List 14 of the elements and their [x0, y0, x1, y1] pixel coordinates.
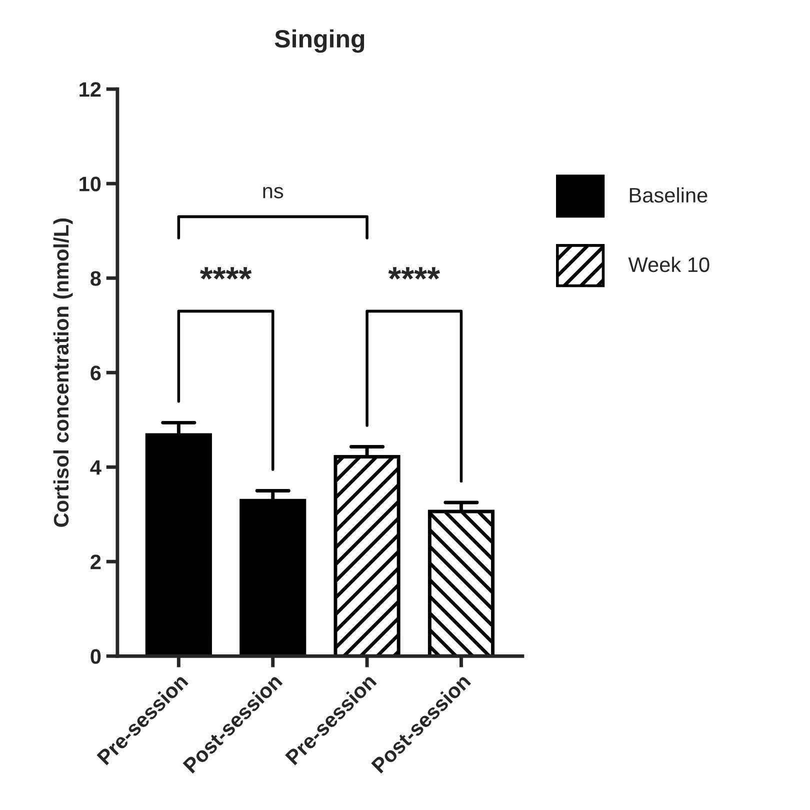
annotation: ns — [263, 186, 284, 198]
annotation: **** — [200, 267, 252, 280]
y-tick-label: 4 — [90, 460, 102, 475]
y-tick-label: 2 — [90, 554, 101, 570]
legend-label: Baseline — [630, 187, 708, 203]
y-tick-label: 0 — [90, 649, 101, 664]
annotation: **** — [388, 267, 440, 280]
y-tick-label: 8 — [90, 271, 101, 286]
y-tick-label: 6 — [90, 366, 101, 380]
y-axis-title: Cortisol concentration (nmol/L) — [53, 218, 73, 527]
y-tick-label: 10 — [80, 176, 101, 192]
y-tick-label: 12 — [80, 82, 101, 97]
legend-label: Week 10 — [628, 256, 710, 272]
chart-title: Singing — [274, 29, 364, 53]
